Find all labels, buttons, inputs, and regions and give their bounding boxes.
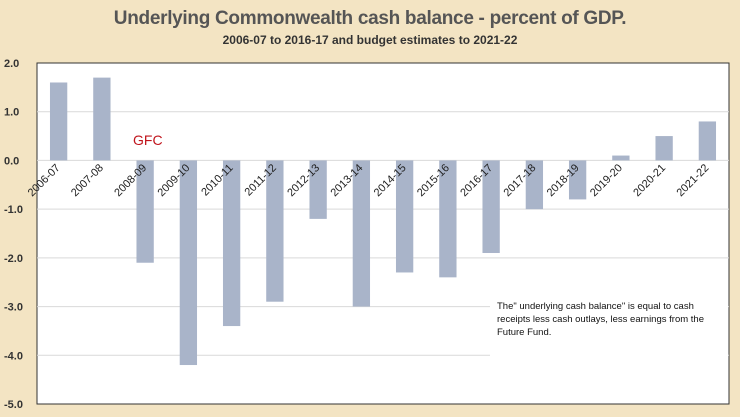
chart-title: Underlying Commonwealth cash balance - p… bbox=[113, 8, 627, 29]
y-tick-label: -5.0 bbox=[4, 399, 23, 411]
bar-2008-09 bbox=[136, 160, 154, 263]
y-tick-label: -1.0 bbox=[4, 204, 23, 216]
bar-2015-16 bbox=[439, 160, 457, 278]
gfc-annotation: GFC bbox=[133, 132, 163, 148]
bar-2010-11 bbox=[222, 160, 241, 327]
bar-2020-21 bbox=[655, 136, 673, 161]
bar-2019-20 bbox=[612, 155, 630, 161]
bar-2021-22 bbox=[698, 121, 717, 161]
y-tick-label: 1.0 bbox=[4, 107, 19, 119]
bar-2009-10 bbox=[179, 160, 198, 366]
note-annotation: The" underlying cash balance" is equal t… bbox=[497, 301, 704, 338]
bar-2018-19 bbox=[568, 160, 587, 200]
bar-2007-08 bbox=[93, 77, 111, 161]
y-tick-label: 0.0 bbox=[4, 155, 19, 167]
y-tick-label: -4.0 bbox=[4, 350, 23, 362]
y-tick-label: -3.0 bbox=[4, 302, 23, 314]
bar-2014-15 bbox=[395, 160, 414, 273]
bar-2011-12 bbox=[266, 160, 284, 302]
bar-2013-14 bbox=[352, 160, 371, 307]
note-box-mask bbox=[490, 280, 728, 403]
y-tick-label: 2.0 bbox=[4, 58, 19, 70]
bar-2012-13 bbox=[309, 160, 327, 219]
y-tick-label: -2.0 bbox=[4, 253, 23, 265]
bar-2017-18 bbox=[525, 160, 544, 210]
chart-subtitle: 2006-07 to 2016-17 and budget estimates … bbox=[222, 33, 518, 47]
bar-2016-17 bbox=[482, 160, 500, 253]
bar-2006-07 bbox=[49, 82, 68, 161]
